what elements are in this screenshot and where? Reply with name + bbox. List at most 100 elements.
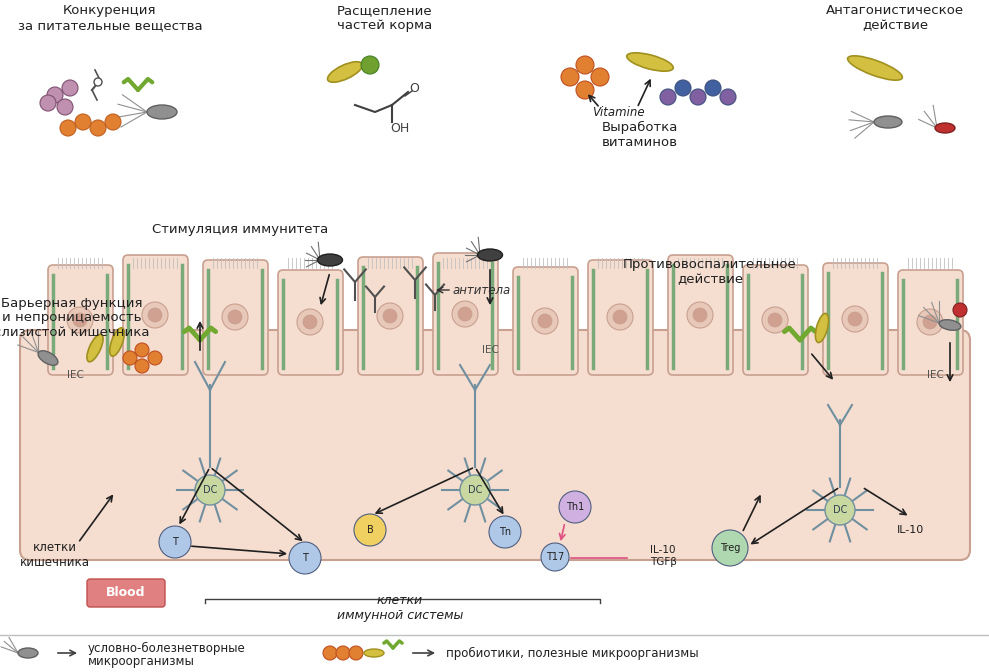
Text: DC: DC: [203, 485, 218, 495]
Circle shape: [917, 309, 943, 335]
Ellipse shape: [815, 313, 829, 343]
Text: IEC: IEC: [482, 345, 498, 355]
FancyBboxPatch shape: [48, 265, 113, 375]
Circle shape: [135, 343, 149, 357]
Circle shape: [159, 526, 191, 558]
Circle shape: [559, 491, 591, 523]
Circle shape: [349, 646, 363, 660]
Circle shape: [693, 308, 707, 322]
FancyBboxPatch shape: [278, 270, 343, 375]
Text: Treg: Treg: [720, 543, 740, 553]
Text: DC: DC: [833, 505, 848, 515]
Ellipse shape: [18, 648, 38, 658]
Ellipse shape: [364, 649, 384, 657]
Circle shape: [720, 89, 736, 105]
Text: DC: DC: [468, 485, 483, 495]
Circle shape: [354, 514, 386, 546]
Circle shape: [591, 68, 609, 86]
Circle shape: [613, 310, 627, 324]
Ellipse shape: [87, 334, 103, 362]
Text: Th1: Th1: [566, 502, 584, 512]
Text: клетки
иммунной системы: клетки иммунной системы: [337, 594, 463, 622]
Circle shape: [762, 307, 788, 333]
Circle shape: [705, 80, 721, 96]
Circle shape: [40, 95, 56, 111]
Text: IEC: IEC: [66, 370, 83, 380]
Circle shape: [923, 315, 937, 329]
Circle shape: [135, 359, 149, 373]
Circle shape: [94, 78, 102, 86]
Ellipse shape: [147, 105, 177, 119]
Text: Конкуренция
за питательные вещества: Конкуренция за питательные вещества: [18, 4, 203, 32]
FancyBboxPatch shape: [123, 255, 188, 375]
Circle shape: [489, 516, 521, 548]
Text: IL-10
TGFβ: IL-10 TGFβ: [650, 545, 676, 566]
Circle shape: [105, 114, 121, 130]
Circle shape: [690, 89, 706, 105]
FancyBboxPatch shape: [358, 257, 423, 375]
Circle shape: [538, 314, 552, 328]
Circle shape: [561, 68, 579, 86]
FancyBboxPatch shape: [898, 270, 963, 375]
Ellipse shape: [874, 116, 902, 128]
Text: пробиотики, полезные микроорганизмы: пробиотики, полезные микроорганизмы: [446, 646, 698, 659]
FancyBboxPatch shape: [203, 260, 268, 375]
Circle shape: [541, 543, 569, 571]
Circle shape: [67, 307, 93, 333]
Text: O: O: [409, 81, 419, 95]
Text: Антагонистическое
действие: Антагонистическое действие: [826, 4, 964, 32]
Circle shape: [712, 530, 748, 566]
Circle shape: [825, 495, 855, 525]
Text: B: B: [367, 525, 374, 535]
Text: микроорганизмы: микроорганизмы: [88, 655, 195, 667]
Text: OH: OH: [391, 122, 409, 134]
FancyBboxPatch shape: [87, 579, 165, 607]
FancyBboxPatch shape: [588, 260, 653, 375]
Ellipse shape: [940, 320, 961, 330]
Circle shape: [336, 646, 350, 660]
FancyBboxPatch shape: [823, 263, 888, 375]
Circle shape: [660, 89, 676, 105]
Circle shape: [675, 80, 691, 96]
Circle shape: [62, 80, 78, 96]
Ellipse shape: [39, 351, 58, 366]
Ellipse shape: [627, 53, 674, 71]
Circle shape: [57, 99, 73, 115]
Circle shape: [73, 313, 87, 327]
Circle shape: [768, 313, 782, 327]
Circle shape: [953, 303, 967, 317]
Text: Tn: Tn: [498, 527, 511, 537]
Text: Расщепление
частей корма: Расщепление частей корма: [337, 4, 433, 32]
Circle shape: [222, 304, 248, 330]
FancyBboxPatch shape: [513, 267, 578, 375]
Text: Vitamine: Vitamine: [591, 106, 644, 118]
Text: IEC: IEC: [927, 370, 944, 380]
Ellipse shape: [478, 249, 502, 261]
Text: T17: T17: [546, 552, 564, 562]
Circle shape: [90, 120, 106, 136]
FancyBboxPatch shape: [433, 253, 498, 375]
Circle shape: [452, 301, 478, 327]
Circle shape: [361, 56, 379, 74]
Circle shape: [148, 351, 162, 365]
Circle shape: [687, 302, 713, 328]
Circle shape: [75, 114, 91, 130]
Circle shape: [576, 81, 594, 99]
Circle shape: [60, 120, 76, 136]
Text: Blood: Blood: [106, 587, 145, 599]
Circle shape: [377, 303, 403, 329]
Text: T: T: [302, 553, 308, 563]
Circle shape: [289, 542, 321, 574]
Circle shape: [297, 309, 323, 335]
Circle shape: [47, 87, 63, 103]
Circle shape: [383, 309, 397, 323]
Text: Выработка
витаминов: Выработка витаминов: [602, 121, 678, 149]
Circle shape: [148, 308, 162, 322]
Circle shape: [842, 306, 868, 332]
Circle shape: [458, 307, 472, 321]
Text: условно-болезнетворные: условно-болезнетворные: [88, 642, 245, 655]
Text: Стимуляция иммунитета: Стимуляция иммунитета: [152, 224, 328, 237]
Ellipse shape: [935, 123, 955, 133]
Circle shape: [123, 351, 137, 365]
Circle shape: [142, 302, 168, 328]
